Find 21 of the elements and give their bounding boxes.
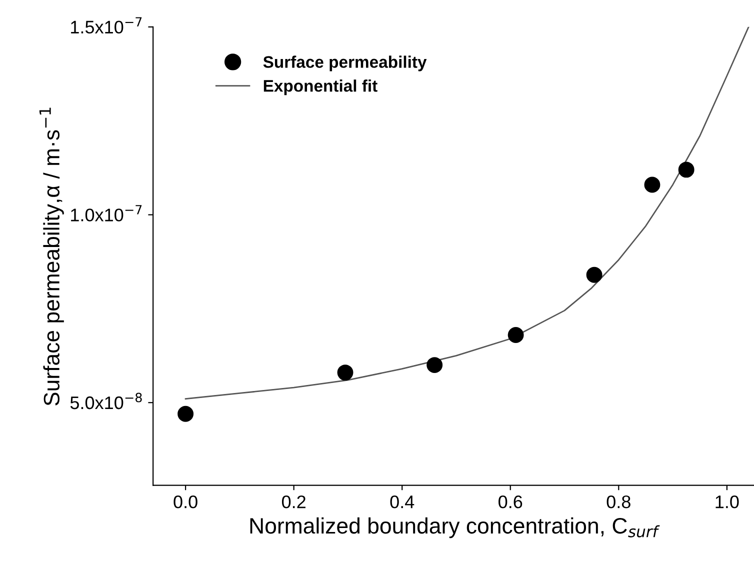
y-tick-label: 1.0x10$^{−7}$ (71, 205, 142, 222)
y-axis-title: Surface permeability,α / m·s$^{−1}$ (39, 108, 64, 406)
y-tick-label: 5.0x10$^{−8}$ (70, 392, 142, 410)
x-tick-label: 0.6 (498, 495, 522, 508)
x-tick-label: 1.0 (716, 495, 739, 508)
line-series (184, 26, 750, 400)
x-tick-label: 0.8 (606, 495, 630, 508)
x-tick-label: 0.0 (174, 495, 198, 508)
point (426, 357, 443, 374)
point (586, 266, 602, 283)
legend-label: Surface permeability (263, 56, 427, 72)
point (508, 327, 524, 343)
x-axis-title: Normalized boundary concentration, C$_{surf}$ (250, 517, 660, 538)
point (644, 176, 660, 193)
x-tick-label: 0.4 (390, 495, 414, 508)
point (178, 406, 194, 422)
point (337, 364, 354, 381)
y-tick-label: 1.5x10$^{−7}$ (71, 17, 142, 34)
x-tick-label: 0.2 (282, 495, 306, 508)
legend-label: Exponential fit (264, 80, 378, 96)
point (678, 162, 694, 178)
